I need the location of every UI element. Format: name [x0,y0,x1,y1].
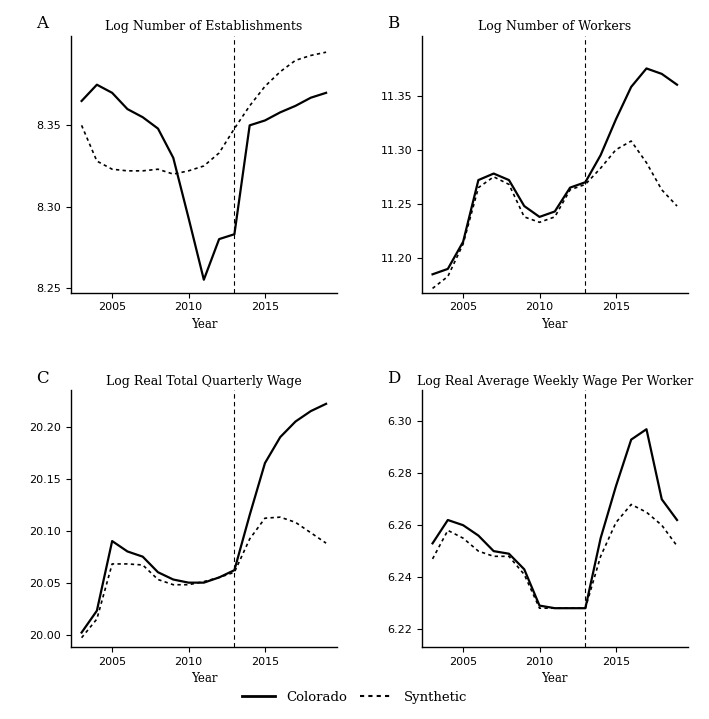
Text: B: B [387,15,400,32]
Text: A: A [36,15,48,32]
X-axis label: Year: Year [191,318,217,331]
Title: Log Number of Workers: Log Number of Workers [479,20,631,33]
Title: Log Real Average Weekly Wage Per Worker: Log Real Average Weekly Wage Per Worker [417,375,693,388]
Title: Log Real Total Quarterly Wage: Log Real Total Quarterly Wage [106,375,302,388]
Text: C: C [36,370,49,387]
X-axis label: Year: Year [542,318,568,331]
Text: D: D [387,370,401,387]
Legend: Colorado, Synthetic: Colorado, Synthetic [237,685,472,709]
Title: Log Number of Establishments: Log Number of Establishments [105,20,303,33]
X-axis label: Year: Year [191,672,217,685]
X-axis label: Year: Year [542,672,568,685]
